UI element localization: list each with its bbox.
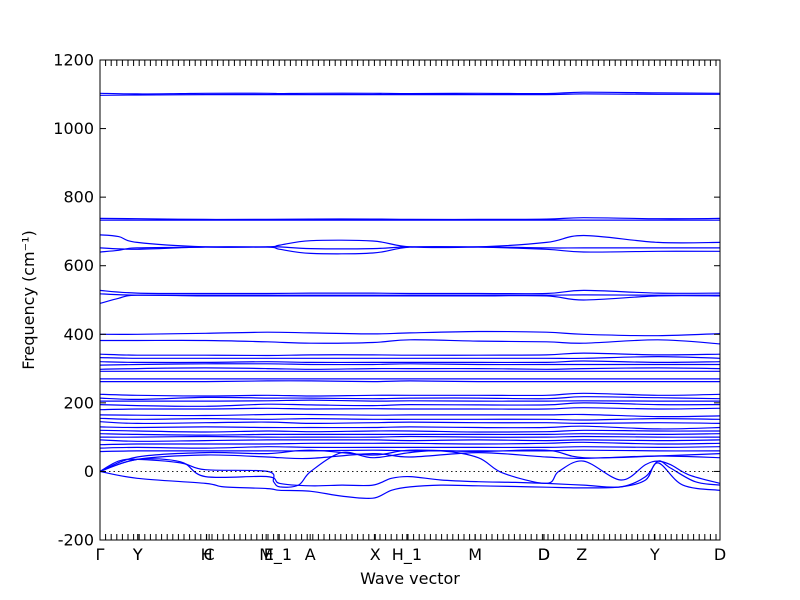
x-tick-labels: Γ YY HC ME_1 A X H_1 M DD Z Y D <box>96 545 727 565</box>
band-line-0 <box>99 91 721 95</box>
band-line-26 <box>99 417 721 421</box>
band-line-40 <box>99 462 721 500</box>
y-axis-ticks <box>100 59 720 541</box>
band-line-2 <box>99 217 721 221</box>
band-line-21 <box>99 396 721 401</box>
band-line-15 <box>99 363 720 366</box>
kpoint-label: Y <box>132 545 143 564</box>
y-tick-label: 1200 <box>53 51 94 70</box>
kpoint-label: C <box>204 545 215 564</box>
kpoint-label: M <box>468 545 482 564</box>
y-tick-label: 1000 <box>53 119 94 138</box>
band-line-33 <box>99 441 721 446</box>
band-line-30 <box>99 433 721 436</box>
y-tick-label: 0 <box>84 462 94 481</box>
kpoint-label: X <box>370 545 381 564</box>
y-tick-label: 400 <box>63 325 94 344</box>
band-line-25 <box>99 413 721 418</box>
kpoint-label: H <box>201 545 213 564</box>
band-line-28 <box>99 425 721 430</box>
kpoint-label: D <box>538 545 550 564</box>
band-line-10 <box>99 330 721 337</box>
kpoint-label: M <box>259 545 273 564</box>
plot-frame <box>99 59 721 541</box>
band-line-34 <box>99 446 721 449</box>
band-lines <box>99 91 721 500</box>
band-line-22 <box>99 399 721 402</box>
band-line-37 <box>99 451 721 472</box>
y-tick-label: -200 <box>58 531 94 550</box>
band-line-14 <box>99 360 721 364</box>
band-line-31 <box>99 435 721 438</box>
band-line-35 <box>99 449 721 453</box>
kpoint-label: Y <box>132 545 143 564</box>
band-line-8 <box>99 293 721 296</box>
kpoint-label: H_1 <box>392 545 422 565</box>
band-line-38 <box>99 450 721 488</box>
kpoint-label: D <box>714 545 726 564</box>
kpoint-label: Γ <box>96 545 105 564</box>
kpoint-label: Y <box>649 545 660 564</box>
y-tick-label: 800 <box>63 188 94 207</box>
band-line-9 <box>99 294 721 304</box>
kpoint-label: E_1 <box>264 545 292 565</box>
kpoint-label: D <box>538 545 550 564</box>
band-line-13 <box>99 355 721 360</box>
y-tick-labels: -200 0 200 400 600 800 1000 1200 <box>53 51 94 550</box>
kpoint-label: Z <box>576 545 587 564</box>
band-line-12 <box>99 352 721 357</box>
x-axis-label: Wave vector <box>360 569 460 588</box>
band-line-6 <box>99 246 721 255</box>
band-line-23 <box>99 402 721 407</box>
band-line-29 <box>99 429 721 433</box>
band-line-24 <box>99 407 721 411</box>
band-line-16 <box>99 367 721 370</box>
band-line-11 <box>99 339 721 345</box>
band-line-19 <box>100 380 720 383</box>
kpoint-ticks <box>99 60 721 540</box>
band-line-32 <box>99 439 721 442</box>
y-tick-label: 600 <box>63 256 94 275</box>
band-line-20 <box>99 392 721 397</box>
kpoint-label: A <box>305 545 316 564</box>
band-line-1 <box>99 93 720 96</box>
band-line-27 <box>99 421 721 425</box>
y-tick-label: 200 <box>63 393 94 412</box>
band-line-7 <box>99 289 721 295</box>
band-line-4 <box>99 234 721 249</box>
y-axis-label: Frequency (cm⁻¹) <box>19 230 38 369</box>
